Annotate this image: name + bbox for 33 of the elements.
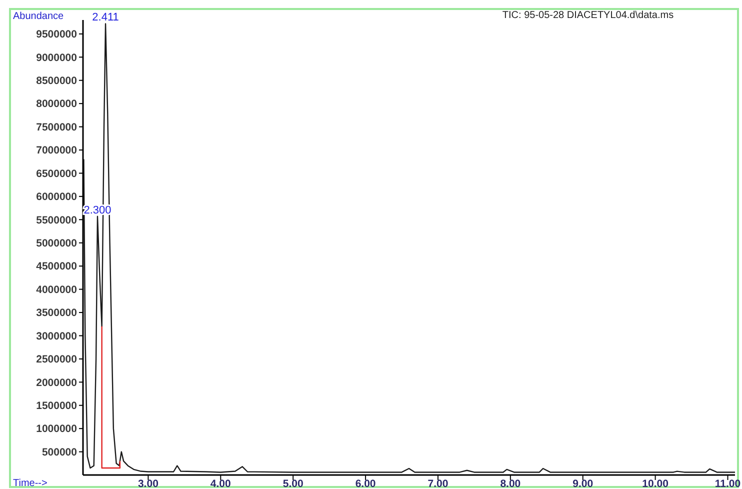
x-tick-label: 11.00 xyxy=(714,478,741,489)
x-axis-title: Time--> xyxy=(13,478,48,489)
y-tick-label: 7000000 xyxy=(36,144,78,157)
y-tick-label: 9500000 xyxy=(36,28,78,41)
x-tick-label: 6.00 xyxy=(355,478,376,489)
y-tick-label: 9000000 xyxy=(36,52,78,64)
x-tick-label: 3.00 xyxy=(138,478,159,489)
y-tick-label: 3500000 xyxy=(36,307,78,320)
y-tick-label: 7500000 xyxy=(36,121,78,134)
line-series xyxy=(83,23,736,473)
x-tick-label: 10.00 xyxy=(642,478,669,489)
x-tick-label: 5.00 xyxy=(282,478,304,489)
y-tick-label: 2500000 xyxy=(36,354,78,366)
y-tick-label: 1500000 xyxy=(36,400,78,412)
y-tick-label: 6000000 xyxy=(36,191,78,204)
x-tick-label: 9.00 xyxy=(572,478,594,489)
y-tick-label: 3000000 xyxy=(36,330,78,342)
y-tick-label: 8000000 xyxy=(36,98,78,110)
y-tick-label: 2000000 xyxy=(36,376,78,389)
x-tick-label: 7.00 xyxy=(428,478,448,489)
y-tick-label: 500000 xyxy=(42,446,78,458)
y-tick-label: 4000000 xyxy=(36,284,78,296)
y-tick-label: 1000000 xyxy=(36,423,78,436)
y-tick-label: 5500000 xyxy=(36,214,78,226)
y-axis-title: Abundance xyxy=(13,11,64,22)
y-tick-label: 8500000 xyxy=(36,75,78,88)
y-tick-label: 6500000 xyxy=(36,168,78,180)
x-tick-label: 8.00 xyxy=(500,478,521,489)
y-tick-label: 4500000 xyxy=(36,260,78,273)
chart-title: TIC: 95-05-28 DIACETYL04.d\data.ms xyxy=(502,10,674,21)
y-tick-label: 5000000 xyxy=(36,238,78,250)
x-tick-label: 4.00 xyxy=(210,478,232,489)
annotation: 2.411 xyxy=(92,12,119,24)
